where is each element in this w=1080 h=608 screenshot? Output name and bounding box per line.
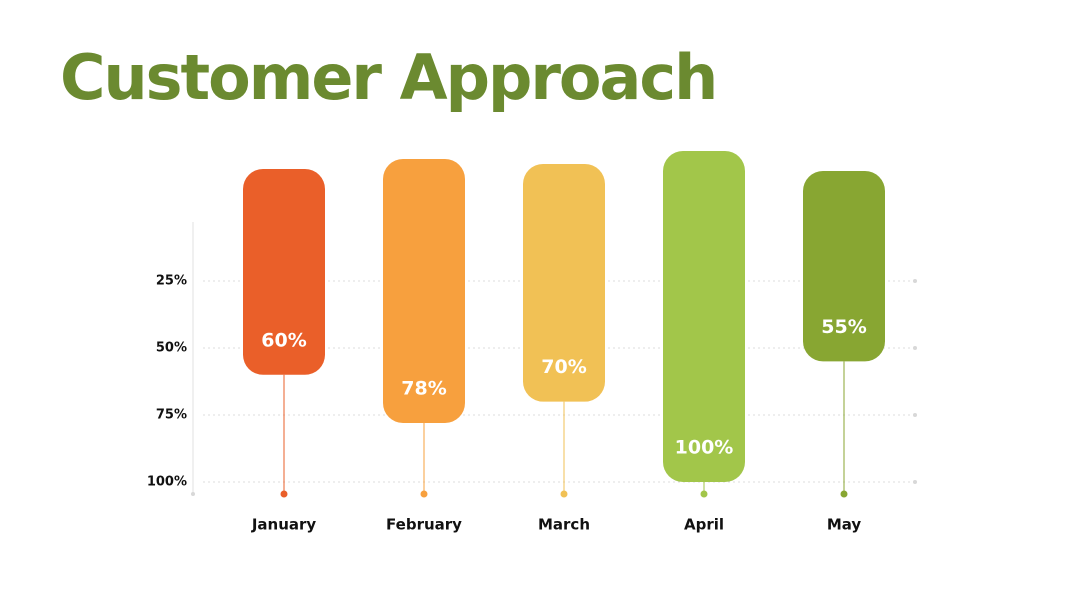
bar — [243, 169, 325, 375]
stem-dot — [560, 490, 568, 498]
value-label: 60% — [261, 329, 306, 351]
grid-end-dot — [913, 413, 917, 417]
y-tick-label: 75% — [156, 408, 187, 423]
y-tick-label: 50% — [156, 341, 187, 356]
y-tick-label: 100% — [147, 475, 187, 490]
bar — [803, 171, 885, 362]
x-tick-label: April — [684, 516, 724, 534]
chart-title: Customer Approach — [60, 41, 716, 114]
bar — [523, 164, 605, 402]
value-label: 78% — [401, 378, 446, 400]
axis-dot — [191, 492, 195, 496]
stem-dot — [420, 490, 428, 498]
stem-dot — [840, 490, 848, 498]
value-label: 70% — [541, 356, 586, 378]
grid-end-dot — [913, 279, 917, 283]
bar — [663, 151, 745, 482]
value-label: 100% — [675, 437, 734, 459]
x-tick-label: January — [251, 516, 317, 534]
x-tick-label: March — [538, 516, 590, 534]
value-label: 55% — [821, 316, 866, 338]
bar — [383, 159, 465, 424]
x-tick-label: February — [386, 516, 462, 534]
stem-dot — [700, 490, 708, 498]
stem-dot — [280, 490, 288, 498]
x-tick-label: May — [827, 516, 862, 534]
y-tick-label: 25% — [156, 274, 187, 289]
grid-end-dot — [913, 346, 917, 350]
grid-end-dot — [913, 480, 917, 484]
